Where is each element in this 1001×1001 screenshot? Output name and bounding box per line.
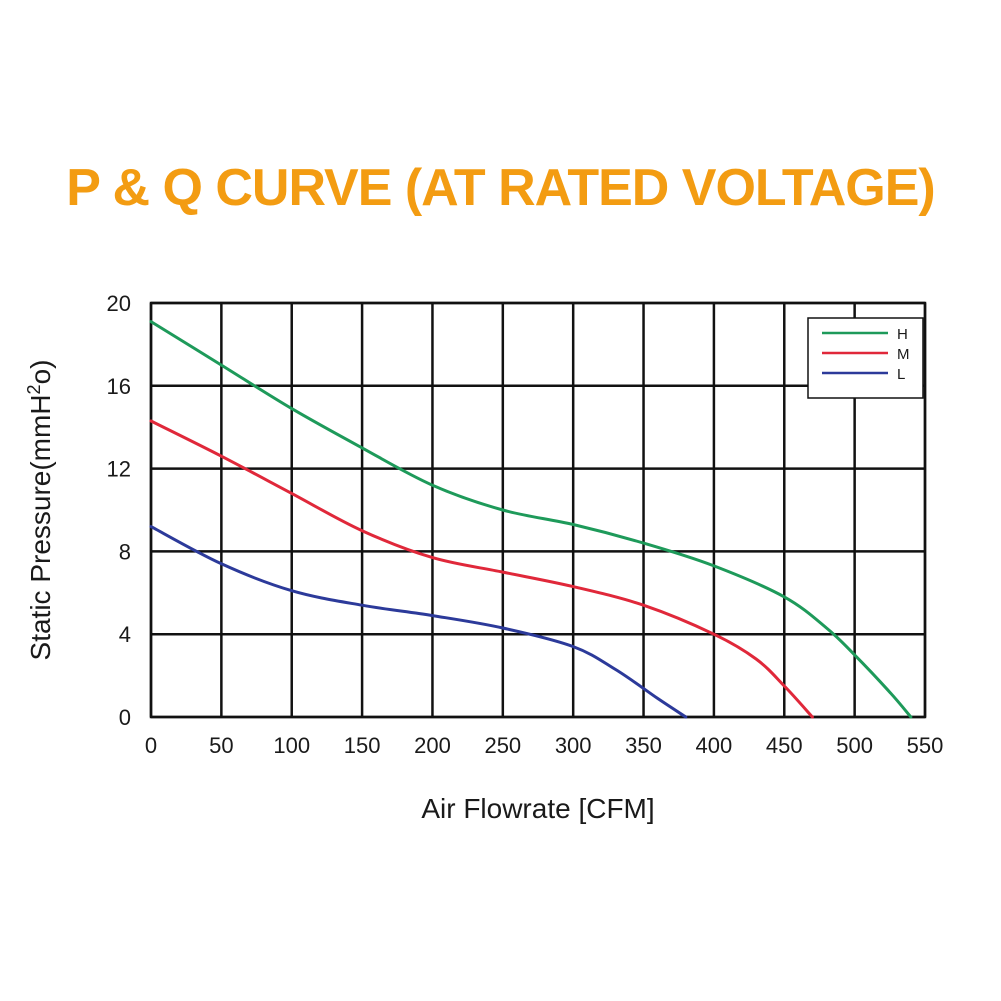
x-tick-label: 300 (555, 733, 592, 758)
y-axis-label-main: Static Pressure(mmH (25, 394, 56, 660)
x-tick-label: 550 (907, 733, 944, 758)
x-tick-label: 100 (273, 733, 310, 758)
x-tick-label: 200 (414, 733, 451, 758)
x-tick-label: 500 (836, 733, 873, 758)
series-line-m (149, 419, 814, 719)
x-tick-label: 50 (209, 733, 233, 758)
plot-frame (149, 301, 927, 719)
x-tick-label: 400 (696, 733, 733, 758)
series-line-l (149, 525, 688, 719)
chart-title: P & Q CURVE (AT RATED VOLTAGE) (66, 159, 935, 217)
y-tick-label: 20 (107, 291, 131, 316)
legend-box (807, 317, 924, 399)
x-tick-label: 450 (766, 733, 803, 758)
x-tick-labels: 0 50 100 150 200 250 300 350 400 450 500 550 (145, 733, 943, 758)
y-tick-label: 16 (107, 374, 131, 399)
y-tick-label: 8 (119, 539, 131, 564)
y-axis-label-end: o) (25, 360, 56, 385)
legend-label-l: L (897, 366, 905, 383)
y-tick-label: 4 (119, 622, 131, 647)
y-axis-label: Static Pressure(mmH2o) (24, 360, 56, 661)
x-axis-label: Air Flowrate [CFM] (421, 793, 654, 824)
x-tick-label: 150 (344, 733, 381, 758)
legend-label-h: H (897, 326, 908, 343)
x-tick-label: 350 (625, 733, 662, 758)
y-tick-label: 0 (119, 705, 131, 730)
x-tick-label: 0 (145, 733, 157, 758)
series-lines (149, 320, 913, 719)
x-tick-label: 250 (484, 733, 521, 758)
legend-label-m: M (897, 346, 910, 363)
grid (149, 301, 927, 719)
y-tick-label: 12 (107, 457, 131, 482)
legend: HML (807, 317, 924, 399)
y-tick-labels: 0 4 8 12 16 20 (107, 291, 131, 730)
y-axis-label-superscript: 2 (24, 384, 44, 394)
series-line-h (149, 320, 913, 719)
